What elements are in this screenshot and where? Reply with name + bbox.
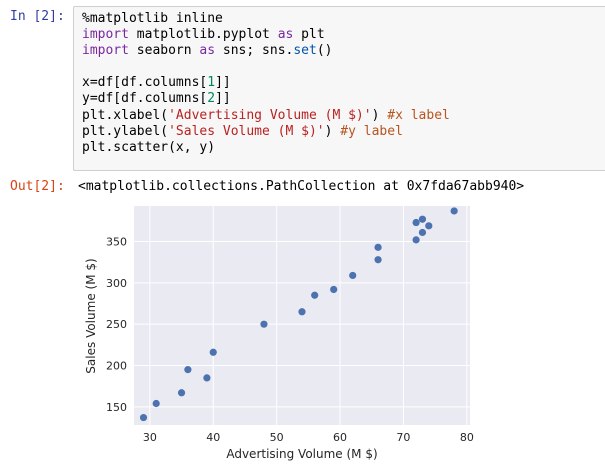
code-token: sns; sns. — [215, 43, 294, 59]
code-token: seaborn — [128, 43, 200, 59]
code-token: as — [199, 43, 216, 59]
scatter-point — [152, 399, 160, 408]
code-token: ) — [324, 123, 341, 139]
code-line: x=df[df.columns[1]] — [82, 75, 231, 90]
code-token: x=df[df.columns[ — [82, 75, 208, 91]
code-token: matplotlib.pyplot — [128, 27, 278, 43]
scatter-point — [349, 271, 357, 280]
scatter-point — [260, 320, 268, 328]
code-cell-input[interactable]: %matplotlib inline import matplotlib.pyp… — [73, 6, 605, 171]
code-editor[interactable]: %matplotlib inline import matplotlib.pyp… — [82, 11, 450, 156]
output-prompt: Out[2]: — [10, 179, 65, 194]
code-token: import — [82, 43, 129, 59]
code-token: 1 — [207, 75, 216, 91]
scatter-point — [139, 413, 148, 422]
code-token: plt — [293, 27, 325, 43]
code-token: ) — [371, 107, 388, 123]
code-token: %matplotlib inline — [82, 11, 223, 26]
code-line: plt.scatter(x, y) — [82, 140, 215, 155]
scatter-point — [412, 236, 420, 244]
code-token: () — [316, 43, 333, 59]
x-tick-label: 70 — [396, 431, 410, 444]
code-token: 'Advertising Volume (M $)' — [168, 107, 372, 123]
y-tick-label: 300 — [106, 277, 127, 290]
y-tick-label: 150 — [106, 401, 127, 414]
code-line: plt.ylabel('Sales Volume (M $)') #y labe… — [82, 124, 403, 139]
code-token: plt.ylabel( — [82, 123, 169, 139]
code-token: import — [82, 27, 129, 43]
scatter-point — [450, 207, 458, 215]
code-token: as — [277, 27, 294, 43]
x-axis-label: Advertising Volume (M $) — [226, 447, 377, 461]
code-token: #x label — [387, 107, 450, 123]
x-tick-label: 80 — [460, 431, 474, 444]
code-line: %matplotlib inline — [82, 11, 223, 26]
scatter-point — [418, 228, 427, 237]
code-token: 'Sales Volume (M $)' — [168, 123, 325, 139]
output-text: <matplotlib.collections.PathCollection a… — [78, 179, 525, 194]
x-tick-label: 50 — [270, 431, 284, 444]
code-token: plt.xlabel( — [82, 107, 169, 123]
x-tick-label: 40 — [206, 431, 220, 444]
scatter-points — [139, 207, 458, 422]
code-token: set — [293, 43, 317, 59]
code-token: ]] — [215, 75, 231, 91]
scatter-point — [374, 243, 382, 251]
code-token: 2 — [207, 91, 216, 107]
y-tick-label: 200 — [106, 359, 127, 372]
y-tick-label: 250 — [106, 318, 127, 331]
scatter-point — [374, 256, 382, 264]
scatter-point — [425, 222, 433, 230]
x-tick-label: 60 — [333, 431, 347, 444]
code-line: import seaborn as sns; sns.set() — [82, 43, 333, 58]
scatter-point — [298, 308, 306, 316]
code-line: y=df[df.columns[2]] — [82, 91, 231, 106]
scatter-point — [330, 285, 338, 294]
code-line: plt.xlabel('Advertising Volume (M $)') #… — [82, 108, 450, 123]
x-tick-label: 30 — [143, 431, 157, 444]
grid-lines — [134, 206, 470, 425]
code-token: plt.scatter(x, y) — [82, 139, 216, 155]
y-axis-label: Sales Volume (M $) — [84, 258, 98, 373]
y-tick-label: 350 — [106, 236, 127, 249]
scatter-point — [412, 218, 420, 227]
y-tick-labels: 150 200 250 300 350 — [106, 236, 127, 414]
code-line: import matplotlib.pyplot as plt — [82, 27, 325, 42]
scatter-point — [177, 389, 186, 397]
code-token: #y label — [340, 123, 403, 139]
x-tick-labels: 30 40 50 60 70 80 — [143, 431, 474, 444]
scatter-point — [418, 215, 427, 223]
scatter-point — [209, 348, 217, 356]
code-token: y=df[df.columns[ — [82, 91, 208, 107]
code-token: ]] — [215, 91, 231, 107]
scatter-point — [311, 291, 319, 299]
scatter-point — [184, 366, 192, 374]
scatter-point — [203, 374, 211, 382]
input-prompt: In [2]: — [10, 9, 65, 24]
